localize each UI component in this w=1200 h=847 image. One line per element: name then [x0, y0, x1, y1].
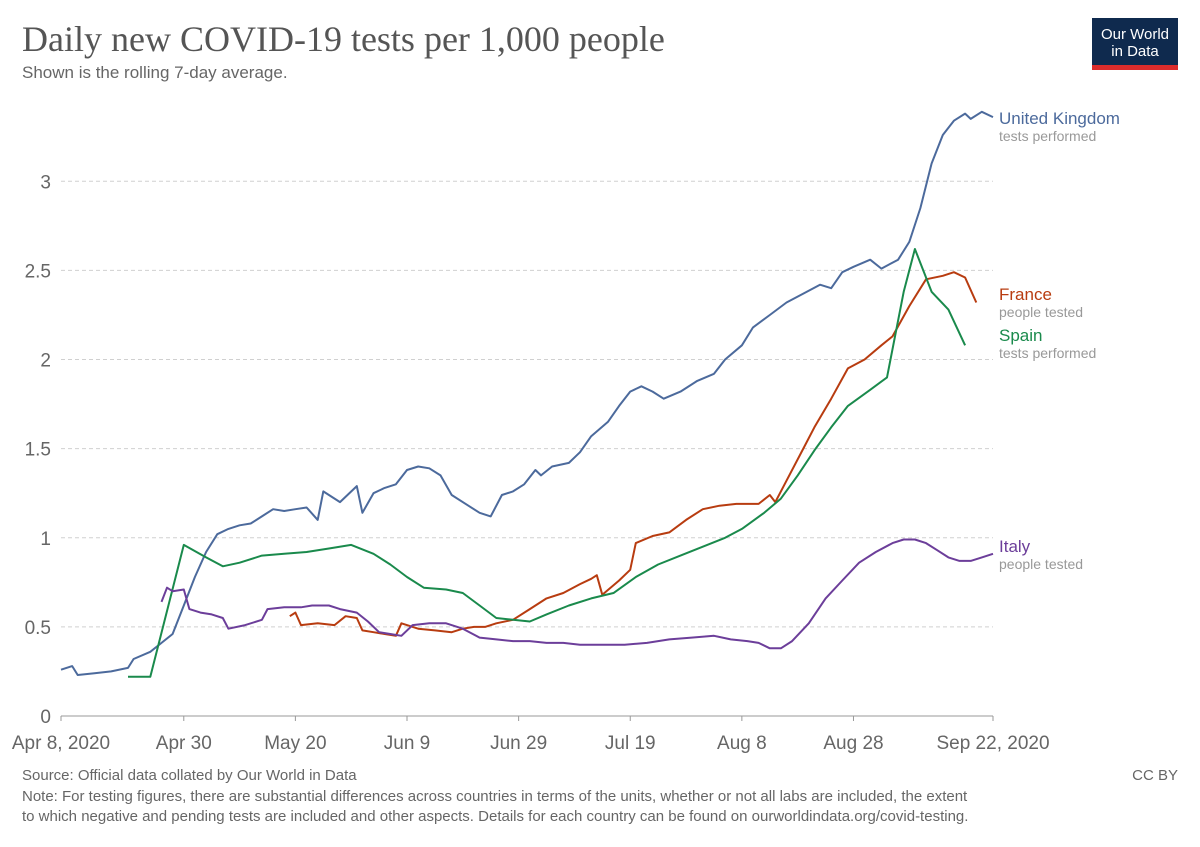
series-lines — [60, 110, 994, 678]
logo-line-2: in Data — [1111, 43, 1159, 60]
license-label[interactable]: CC BY — [1132, 767, 1178, 784]
series-sublabel-spain: tests performed — [999, 345, 1096, 361]
chart-subtitle: Shown is the rolling 7-day average. — [22, 63, 288, 82]
logo-line-1: Our World — [1100, 26, 1170, 43]
x-tick-label: Apr 8, 2020 — [12, 733, 110, 754]
chart-title: Daily new COVID-19 tests per 1,000 peopl… — [22, 19, 665, 59]
series-sublabel-france: people tested — [999, 304, 1083, 320]
series-line-france — [289, 271, 978, 637]
y-axis: 0 0.5 1 1.5 2 2.5 3 — [25, 172, 51, 728]
series-sublabel-united-kingdom: tests performed — [999, 128, 1096, 144]
series-label-united-kingdom: United Kingdom — [999, 109, 1120, 128]
series-line-spain — [128, 248, 967, 678]
owid-logo[interactable]: Our World in Data — [1092, 18, 1178, 70]
y-tick-label: 3 — [40, 172, 51, 193]
x-tick-label: Sep 22, 2020 — [936, 733, 1049, 754]
x-tick-label: Apr 30 — [156, 733, 212, 754]
series-line-italy — [160, 538, 994, 650]
series-sublabel-italy: people tested — [999, 556, 1083, 572]
x-tick-label: Jun 29 — [490, 733, 547, 754]
series-label-italy: Italy — [999, 537, 1031, 556]
x-axis: Apr 8, 2020 Apr 30 May 20 Jun 9 Jun 29 Jul 19… — [12, 715, 1050, 754]
source-note: Source: Official data collated by Our Wo… — [22, 767, 357, 784]
x-tick-label: Aug 8 — [717, 733, 767, 754]
series-label-france: France — [999, 285, 1052, 304]
y-tick-label: 1 — [40, 529, 51, 550]
y-tick-label: 1.5 — [25, 440, 51, 461]
x-tick-label: Jul 19 — [605, 733, 656, 754]
x-tick-label: Aug 28 — [823, 733, 883, 754]
logo-accent-bar — [1092, 65, 1178, 70]
note-line-2: to which negative and pending tests are … — [22, 808, 969, 825]
y-tick-label: 0.5 — [25, 618, 51, 639]
series-label-spain: Spain — [999, 326, 1042, 345]
y-tick-label: 2 — [40, 351, 51, 372]
grid-lines — [61, 180, 993, 628]
y-tick-label: 2.5 — [25, 261, 51, 282]
x-tick-label: Jun 9 — [384, 733, 430, 754]
note-line-1: Note: For testing figures, there are sub… — [22, 788, 968, 805]
y-tick-label: 0 — [40, 707, 51, 728]
x-tick-label: May 20 — [264, 733, 326, 754]
series-line-united-kingdom — [60, 110, 994, 676]
